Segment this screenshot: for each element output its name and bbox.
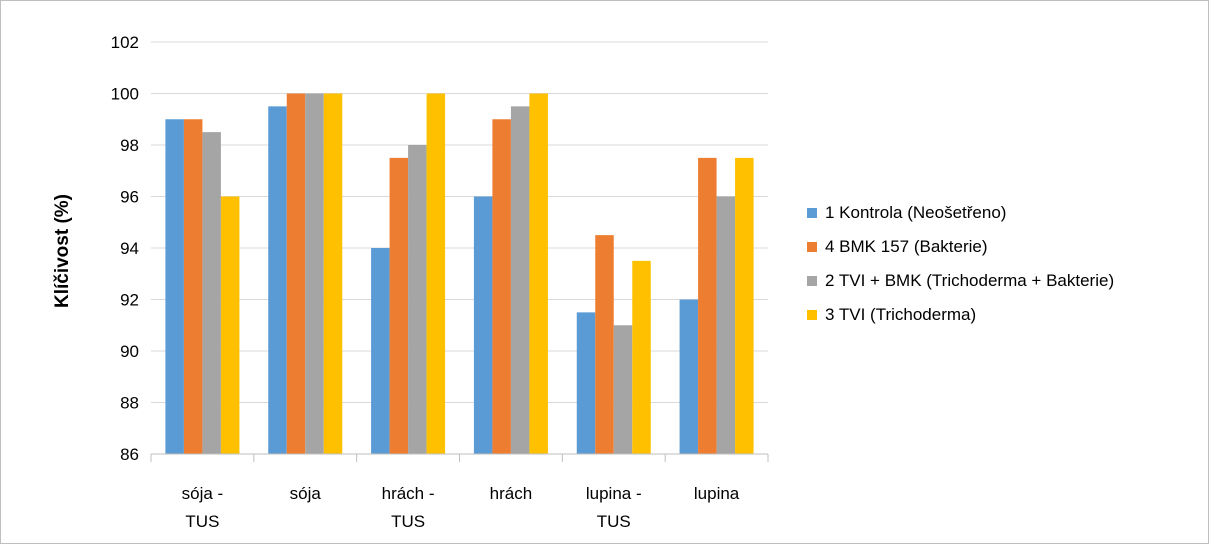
bar [426, 93, 446, 454]
x-tick-labels: sója - TUS sója hrách - TUS hrách lupina - TUS l… [182, 484, 740, 531]
y-tick-label: 88 [120, 394, 139, 413]
y-tick-label: 86 [120, 445, 139, 464]
legend-swatch [807, 275, 817, 286]
x-tick-label: sója [290, 484, 322, 503]
legend: 1 Kontrola (Neošetřeno) 4 BMK 157 (Bakter… [807, 201, 1114, 337]
bar [286, 93, 306, 454]
x-tick-label: hrách - [382, 484, 435, 503]
bar [716, 196, 736, 454]
bar [679, 299, 699, 454]
bar [595, 235, 614, 454]
axes [150, 453, 769, 462]
legend-swatch [807, 309, 817, 320]
bar [305, 93, 324, 454]
bar [632, 260, 651, 454]
legend-item: 1 Kontrola (Neošetřeno) [807, 201, 1114, 224]
x-tick-label: lupina [694, 484, 740, 503]
legend-swatch [807, 241, 817, 252]
legend-item: 2 TVI + BMK (Trichoderma + Bakterie) [807, 269, 1114, 292]
bar [389, 157, 409, 454]
y-tick-label: 96 [120, 188, 139, 207]
x-tick-label: TUS [185, 512, 219, 531]
bar [408, 145, 427, 454]
bar [576, 312, 596, 454]
bar [529, 93, 548, 454]
y-tick-labels: 86 88 90 92 94 96 98 100 102 [111, 33, 139, 464]
bar [613, 325, 633, 454]
bar [698, 157, 717, 454]
bar [492, 119, 511, 454]
x-tick-label: TUS [597, 512, 631, 531]
y-tick-label: 90 [120, 342, 139, 361]
bar [220, 196, 240, 454]
bar [473, 196, 493, 454]
legend-swatch [807, 207, 817, 218]
bar [371, 248, 390, 454]
bar [202, 132, 221, 454]
legend-item: 3 TVI (Trichoderma) [807, 303, 1114, 326]
bar [268, 106, 287, 454]
legend-label: 1 Kontrola (Neošetřeno) [825, 202, 1007, 222]
bar [735, 157, 754, 454]
y-tick-label: 94 [120, 239, 139, 258]
bar [510, 106, 530, 454]
gridlines [151, 41, 768, 403]
x-tick-label: hrách [490, 484, 533, 503]
bar [183, 119, 203, 454]
bars [165, 93, 754, 454]
legend-label: 2 TVI + BMK (Trichoderma + Bakterie) [825, 270, 1115, 290]
x-tick-label: TUS [391, 512, 425, 531]
x-tick-label: sója - [182, 484, 224, 503]
y-tick-label: 92 [120, 291, 139, 310]
y-tick-label: 98 [120, 136, 139, 155]
y-tick-label: 102 [111, 33, 139, 52]
legend-item: 4 BMK 157 (Bakterie) [807, 235, 1114, 258]
bar [165, 119, 184, 454]
legend-label: 4 BMK 157 (Bakterie) [825, 236, 988, 256]
legend-label: 3 TVI (Trichoderma) [825, 304, 977, 324]
x-tick-label: lupina - [586, 484, 642, 503]
bar [323, 93, 343, 454]
y-tick-label: 100 [111, 85, 139, 104]
y-axis-label: Klíčivost (%) [52, 194, 73, 308]
